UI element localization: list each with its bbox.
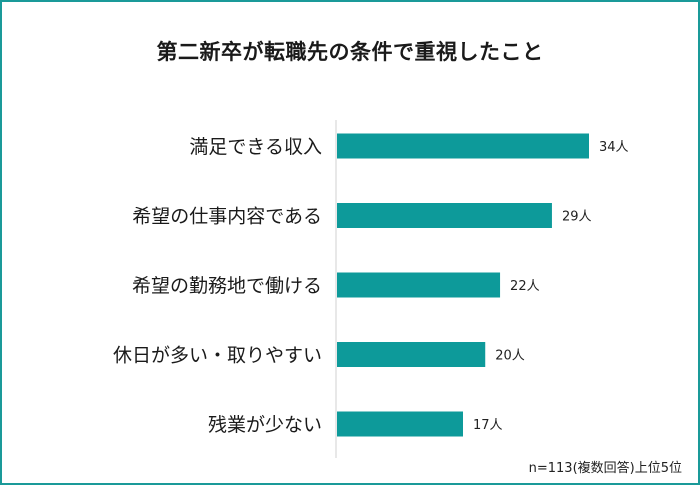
bar xyxy=(337,342,486,367)
bar xyxy=(337,133,589,159)
category-label: 休日が多い・取りやすい xyxy=(113,345,322,367)
data-label: 20人 xyxy=(495,349,525,364)
bar xyxy=(337,203,552,228)
data-label: 22人 xyxy=(510,279,540,294)
data-label: 17人 xyxy=(473,418,503,433)
category-label: 希望の勤務地で働ける xyxy=(132,275,322,297)
chart-title: 第二新卒が転職先の条件で重視したこと xyxy=(156,40,544,64)
category-label: 満足できる収入 xyxy=(189,136,322,158)
sample-note: n=113(複数回答)上位5位 xyxy=(528,461,682,476)
data-label: 34人 xyxy=(599,140,629,155)
category-label: 残業が少ない xyxy=(208,414,322,436)
bar xyxy=(337,272,501,298)
data-label: 29人 xyxy=(562,210,592,225)
bar xyxy=(337,411,463,437)
category-label: 希望の仕事内容である xyxy=(132,206,322,228)
